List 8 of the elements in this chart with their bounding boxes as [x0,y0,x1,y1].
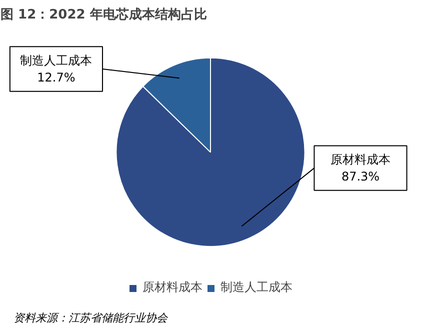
text: 资料来源：江苏省储能行业协会 [13,312,168,325]
data-label: 12.7% [37,70,76,85]
slice-label: 制造人工成本 [20,53,92,68]
legend-label: 原材料成本 [142,279,202,296]
legend-label: 制造人工成本 [220,279,292,296]
chart-title: 图 12：2022 年电芯成本结构占比 [0,8,207,22]
slice-label: 原材料成本 [330,152,390,166]
data-label: 87.3% [341,170,380,184]
